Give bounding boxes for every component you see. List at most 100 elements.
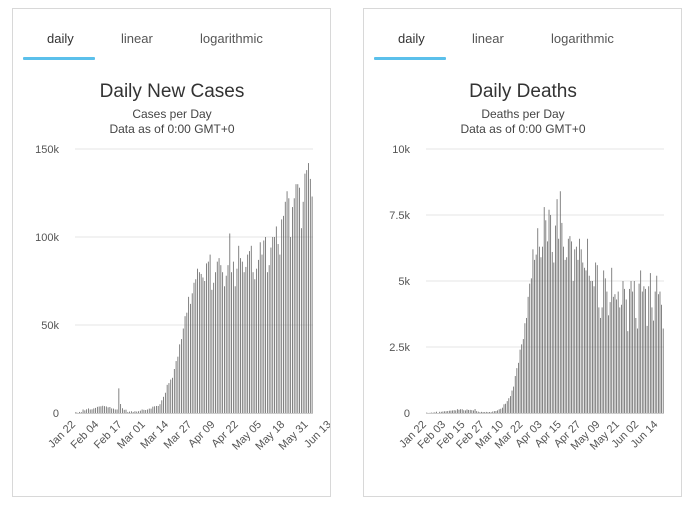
- bar: [530, 278, 532, 413]
- tab-linear[interactable]: linear: [121, 31, 153, 46]
- bar: [197, 268, 198, 413]
- tab-daily[interactable]: daily: [398, 31, 425, 46]
- y-tick-label: 50k: [41, 320, 59, 332]
- bar: [466, 409, 468, 413]
- bar: [538, 246, 540, 413]
- bar: [646, 325, 648, 413]
- bar: [493, 411, 495, 413]
- bar: [477, 411, 479, 413]
- bar: [297, 184, 299, 413]
- bar: [553, 262, 555, 413]
- tab-logarithmic[interactable]: logarithmic: [200, 31, 263, 46]
- bar: [624, 288, 625, 413]
- bar: [220, 265, 222, 413]
- bar: [439, 411, 441, 413]
- bar: [630, 281, 632, 413]
- bar: [548, 209, 550, 413]
- bar: [218, 258, 220, 413]
- bar: [245, 266, 247, 413]
- bar: [513, 386, 515, 413]
- tab-logarithmic[interactable]: logarithmic: [551, 31, 614, 46]
- bar: [503, 404, 505, 413]
- bar: [229, 233, 231, 413]
- bar: [657, 294, 659, 413]
- chart-tabs: daily linear logarithmic: [13, 9, 330, 61]
- bar: [555, 225, 556, 413]
- chart-title: Daily Deaths: [469, 81, 577, 102]
- bar: [511, 390, 513, 413]
- bar: [633, 281, 635, 413]
- bar: [150, 408, 152, 413]
- bar: [592, 281, 593, 413]
- cases-chart-panel: daily linear logarithmic Daily New Cases…: [12, 8, 331, 497]
- bar: [241, 261, 243, 413]
- bar: [456, 409, 458, 413]
- bar: [179, 344, 181, 413]
- bar: [209, 254, 211, 413]
- bar: [193, 282, 195, 413]
- bar: [138, 411, 139, 413]
- bar: [590, 281, 592, 413]
- bar: [236, 268, 238, 413]
- bar: [444, 411, 445, 413]
- bar: [471, 410, 473, 413]
- bar: [105, 406, 107, 413]
- bar: [161, 400, 163, 413]
- bar: [518, 362, 519, 413]
- bar: [614, 294, 616, 413]
- bar: [654, 291, 656, 413]
- bar: [125, 409, 127, 413]
- bar: [521, 344, 523, 413]
- bar: [231, 272, 232, 413]
- bar: [84, 410, 86, 413]
- bar: [450, 410, 452, 413]
- bar: [306, 170, 308, 413]
- bar: [434, 412, 436, 413]
- bar: [102, 405, 104, 413]
- bar: [612, 296, 614, 413]
- bar: [547, 241, 548, 413]
- deaths-chart-panel: daily linear logarithmic Daily Deaths Dea…: [363, 8, 682, 497]
- bar: [308, 163, 309, 413]
- bar: [587, 238, 589, 413]
- bar: [145, 410, 147, 413]
- bar: [529, 283, 531, 413]
- bar: [311, 196, 313, 413]
- bar: [598, 307, 600, 413]
- bar: [175, 361, 177, 413]
- bar: [261, 254, 263, 413]
- bar: [173, 369, 175, 413]
- tab-daily[interactable]: daily: [47, 31, 74, 46]
- bar: [508, 398, 510, 413]
- bar: [629, 288, 630, 413]
- bar: [272, 237, 274, 413]
- bar: [159, 404, 161, 413]
- bar: [98, 406, 100, 413]
- tab-linear[interactable]: linear: [472, 31, 504, 46]
- bar: [611, 267, 613, 413]
- bar: [123, 409, 125, 413]
- bar: [519, 349, 521, 413]
- bar: [202, 277, 204, 413]
- bar: [118, 388, 120, 413]
- bar: [182, 328, 184, 413]
- bar: [566, 257, 568, 413]
- bar: [534, 259, 535, 413]
- bar: [252, 272, 254, 413]
- bar: [206, 263, 207, 413]
- bar: [485, 411, 487, 413]
- bar: [75, 411, 77, 413]
- chart-title: Daily New Cases: [100, 81, 245, 102]
- bar: [254, 279, 256, 413]
- bar: [134, 411, 136, 413]
- bar: [484, 412, 486, 413]
- bar: [564, 259, 566, 413]
- bar: [136, 411, 138, 413]
- bar: [89, 409, 91, 413]
- bar: [232, 261, 234, 413]
- bar: [527, 296, 529, 413]
- bar: [632, 291, 634, 413]
- bar: [96, 406, 98, 413]
- bar: [572, 281, 574, 413]
- bar: [653, 320, 654, 413]
